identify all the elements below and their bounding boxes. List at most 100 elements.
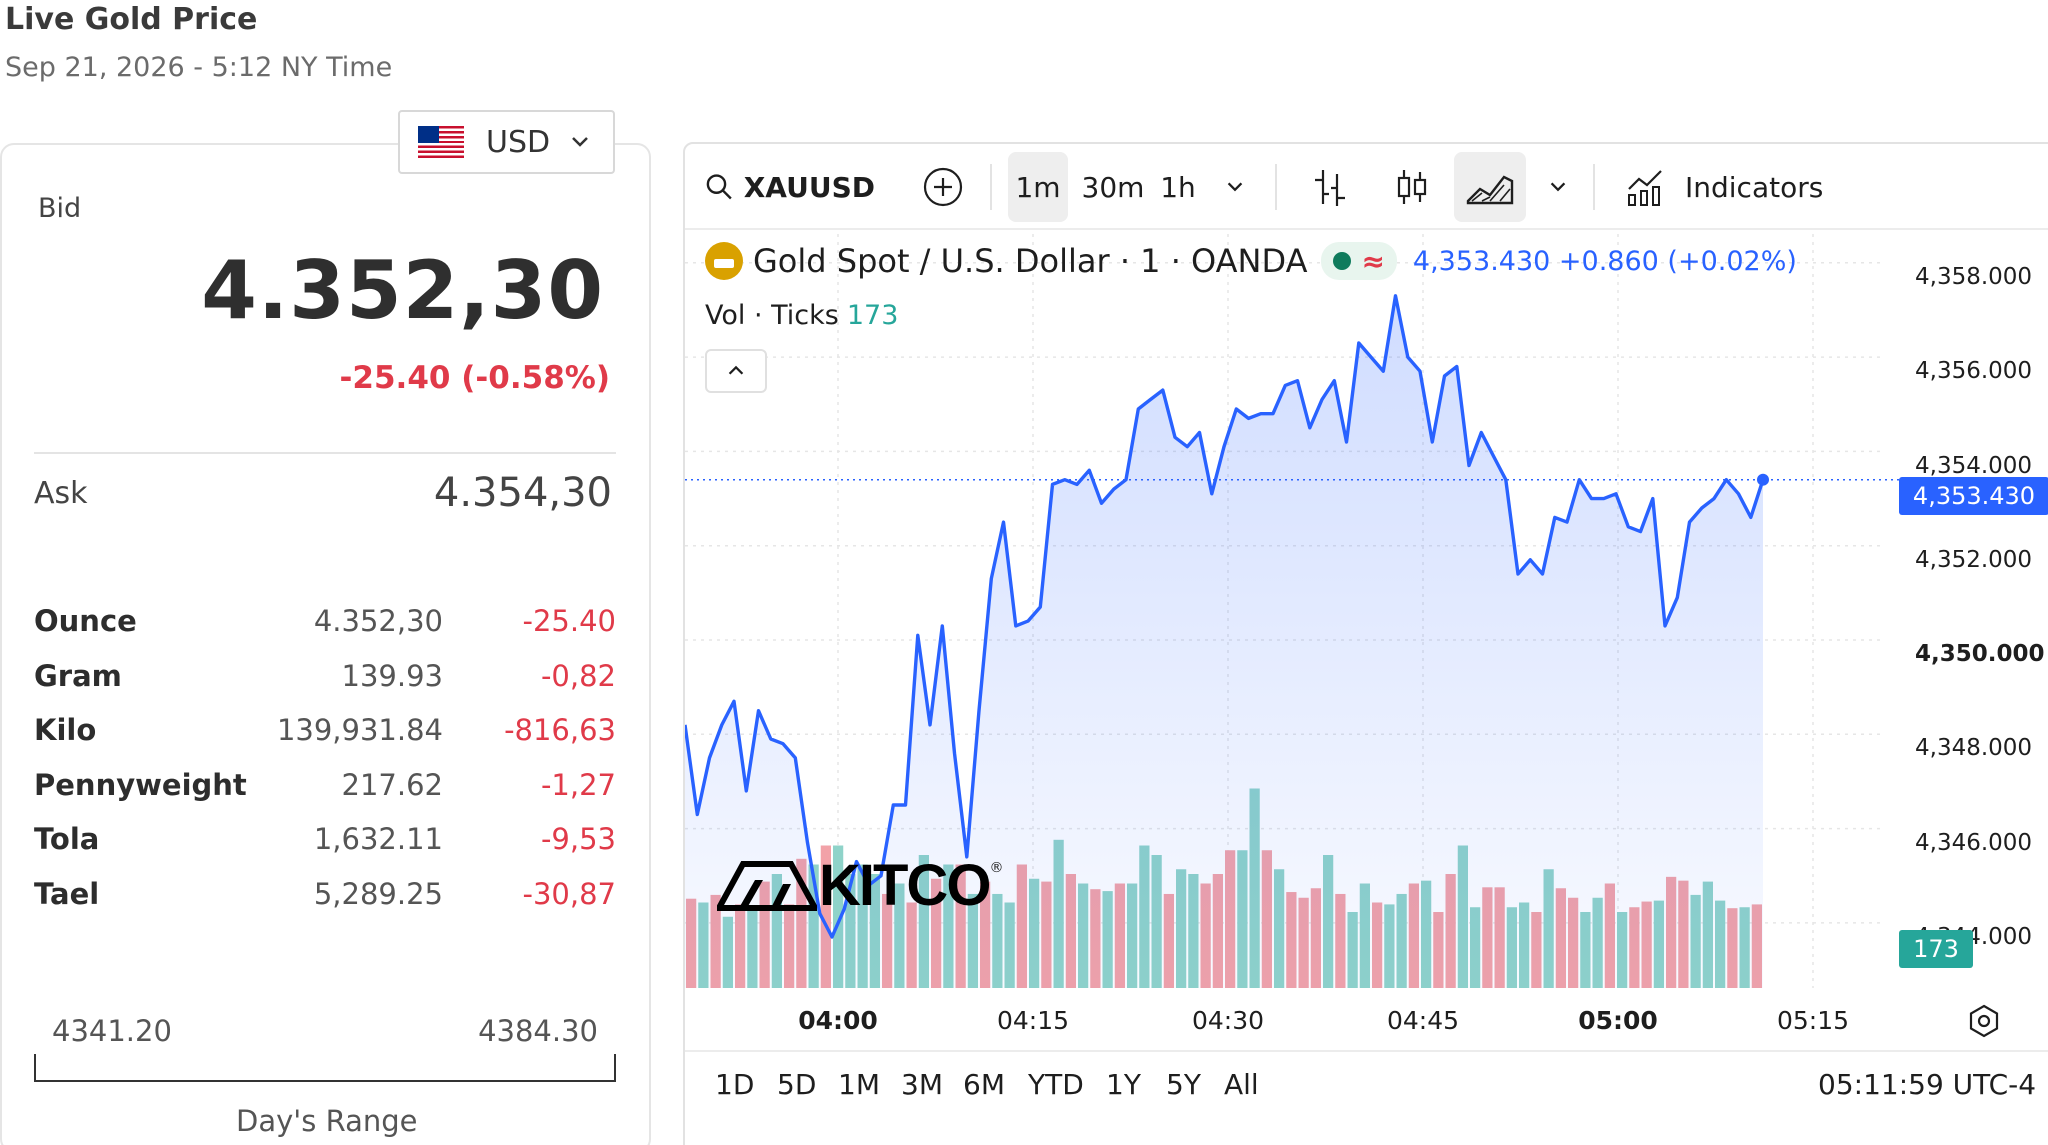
range-1m[interactable]: 1M xyxy=(838,1068,880,1101)
search-icon xyxy=(706,174,732,200)
x-axis-tick: 04:00 xyxy=(798,1006,878,1035)
interval-1m[interactable]: 1m xyxy=(1008,152,1068,222)
indicators-icon xyxy=(1628,170,1662,206)
price-chart[interactable] xyxy=(685,144,2048,1145)
bars-style-button[interactable] xyxy=(1305,152,1355,222)
range-5d[interactable]: 5D xyxy=(777,1068,817,1101)
gold-bar-icon xyxy=(705,242,743,280)
range-bar xyxy=(685,1050,2048,1145)
unit-row-tola: Tola 1,632.11 -9,53 xyxy=(34,822,616,877)
y-axis-tick: 4,346.000 xyxy=(1915,830,2033,856)
ohlc-bars-icon xyxy=(1315,170,1345,206)
interval-dropdown[interactable] xyxy=(1215,152,1255,222)
area-chart-icon xyxy=(1466,175,1514,205)
chevron-down-icon xyxy=(572,137,588,147)
bid-price: 4.352,30 xyxy=(201,244,604,337)
day-range-low: 4341.20 xyxy=(52,1014,172,1048)
last-price-dot xyxy=(1757,473,1769,486)
y-axis-tick: 4,356.000 xyxy=(1915,358,2033,384)
chart-legend-quote: 4,353.430 +0.860 (+0.02%) xyxy=(1412,245,1797,277)
candles-style-button[interactable] xyxy=(1387,152,1437,222)
price-line xyxy=(685,294,1765,939)
volume-bar xyxy=(833,845,844,988)
day-range-high: 4384.30 xyxy=(478,1014,598,1048)
chart-clock: 05:11:59 UTC-4 xyxy=(1818,1068,2037,1101)
range-5y[interactable]: 5Y xyxy=(1166,1068,1201,1101)
kitco-logo-mark-icon xyxy=(717,860,817,911)
day-range-bar xyxy=(34,1054,616,1082)
interval-1h[interactable]: 1h xyxy=(1160,170,1196,204)
toolbar-separator xyxy=(990,164,992,210)
range-1d[interactable]: 1D xyxy=(715,1068,755,1101)
market-status-pill[interactable]: ≈ xyxy=(1321,242,1397,280)
volume-legend: Vol · Ticks 173 xyxy=(705,300,898,331)
divider xyxy=(34,452,616,454)
last-price-label: 4,353.430 xyxy=(1899,477,2048,515)
currency-select[interactable]: USD xyxy=(398,110,615,174)
volume-bar xyxy=(820,845,831,988)
chart-style-dropdown[interactable] xyxy=(1538,152,1578,222)
price-area xyxy=(685,295,1763,988)
symbol-search[interactable]: XAUUSD xyxy=(705,152,875,222)
unit-row-tael: Tael 5,289.25 -30,87 xyxy=(34,877,616,932)
volume-label: Vol · Ticks xyxy=(705,300,839,331)
market-open-dot-icon xyxy=(1333,252,1352,270)
range-ytd[interactable]: YTD xyxy=(1028,1068,1084,1101)
unit-name: Kilo xyxy=(34,713,97,747)
day-range-label: Day's Range xyxy=(236,1104,418,1138)
us-flag-icon xyxy=(418,126,464,158)
chevron-up-icon xyxy=(728,365,744,375)
symbol-label: XAUUSD xyxy=(743,170,875,204)
compare-button[interactable] xyxy=(918,152,968,222)
delayed-data-icon: ≈ xyxy=(1361,244,1385,278)
y-axis-tick: 4,348.000 xyxy=(1915,735,2033,761)
currency-label: USD xyxy=(486,124,551,160)
y-axis-tick: 4,358.000 xyxy=(1915,264,2033,290)
y-axis-tick: 4,350.000 xyxy=(1915,641,2045,667)
chart-toolbar: XAUUSD 1m 30m 1h xyxy=(685,144,2048,230)
area-style-button[interactable] xyxy=(1454,152,1526,222)
unit-name: Ounce xyxy=(34,604,137,638)
unit-change: -816,63 xyxy=(504,713,616,747)
unit-row-kilo: Kilo 139,931.84 -816,63 xyxy=(34,713,616,768)
interval-30m[interactable]: 30m xyxy=(1081,170,1145,204)
volume-value: 173 xyxy=(846,300,899,331)
range-1y[interactable]: 1Y xyxy=(1106,1068,1141,1101)
toolbar-separator xyxy=(1593,164,1595,210)
unit-table: Ounce 4.352,30 -25.40 Gram 139.93 -0,82 … xyxy=(34,604,616,931)
unit-change: -9,53 xyxy=(540,822,616,856)
range-3m[interactable]: 3M xyxy=(901,1068,943,1101)
unit-name: Gram xyxy=(34,658,122,693)
unit-change: -30,87 xyxy=(522,876,617,911)
unit-change: -1,27 xyxy=(540,767,616,802)
unit-row-ounce: Ounce 4.352,30 -25.40 xyxy=(34,604,616,659)
unit-price: 217.62 xyxy=(341,767,443,802)
unit-name: Tael xyxy=(34,876,100,911)
unit-name: Tola xyxy=(34,822,100,856)
page-title: Live Gold Price xyxy=(5,2,258,37)
indicators-button[interactable]: Indicators xyxy=(1625,152,1835,222)
candlestick-icon xyxy=(1397,170,1427,204)
chart-legend: Gold Spot / U.S. Dollar · 1 · OANDA ≈ 4,… xyxy=(705,242,1797,280)
bid-label: Bid xyxy=(38,193,82,224)
chevron-down-icon xyxy=(1550,182,1566,192)
toolbar-separator xyxy=(1275,164,1277,210)
price-card xyxy=(0,143,651,1145)
unit-price: 4.352,30 xyxy=(313,604,443,638)
x-axis-tick: 04:45 xyxy=(1386,1006,1460,1035)
range-6m[interactable]: 6M xyxy=(963,1068,1005,1101)
chart-legend-title: Gold Spot / U.S. Dollar · 1 · OANDA xyxy=(753,242,1308,280)
last-volume-label: 173 xyxy=(1899,930,1973,968)
unit-row-gram: Gram 139.93 -0,82 xyxy=(34,659,616,714)
unit-change: -0,82 xyxy=(540,658,616,693)
unit-price: 1,632.11 xyxy=(313,822,443,856)
collapse-legend-button[interactable] xyxy=(705,349,767,393)
kitco-logo-text: KITCO xyxy=(819,853,991,918)
indicators-label: Indicators xyxy=(1685,170,1824,204)
unit-change: -25.40 xyxy=(522,604,617,638)
chevron-down-icon xyxy=(1227,182,1243,192)
x-axis-tick: 04:15 xyxy=(996,1006,1070,1035)
x-axis-tick: 05:00 xyxy=(1578,1006,1658,1035)
chart-settings-icon[interactable] xyxy=(1965,1002,2003,1040)
range-all[interactable]: All xyxy=(1224,1068,1259,1101)
